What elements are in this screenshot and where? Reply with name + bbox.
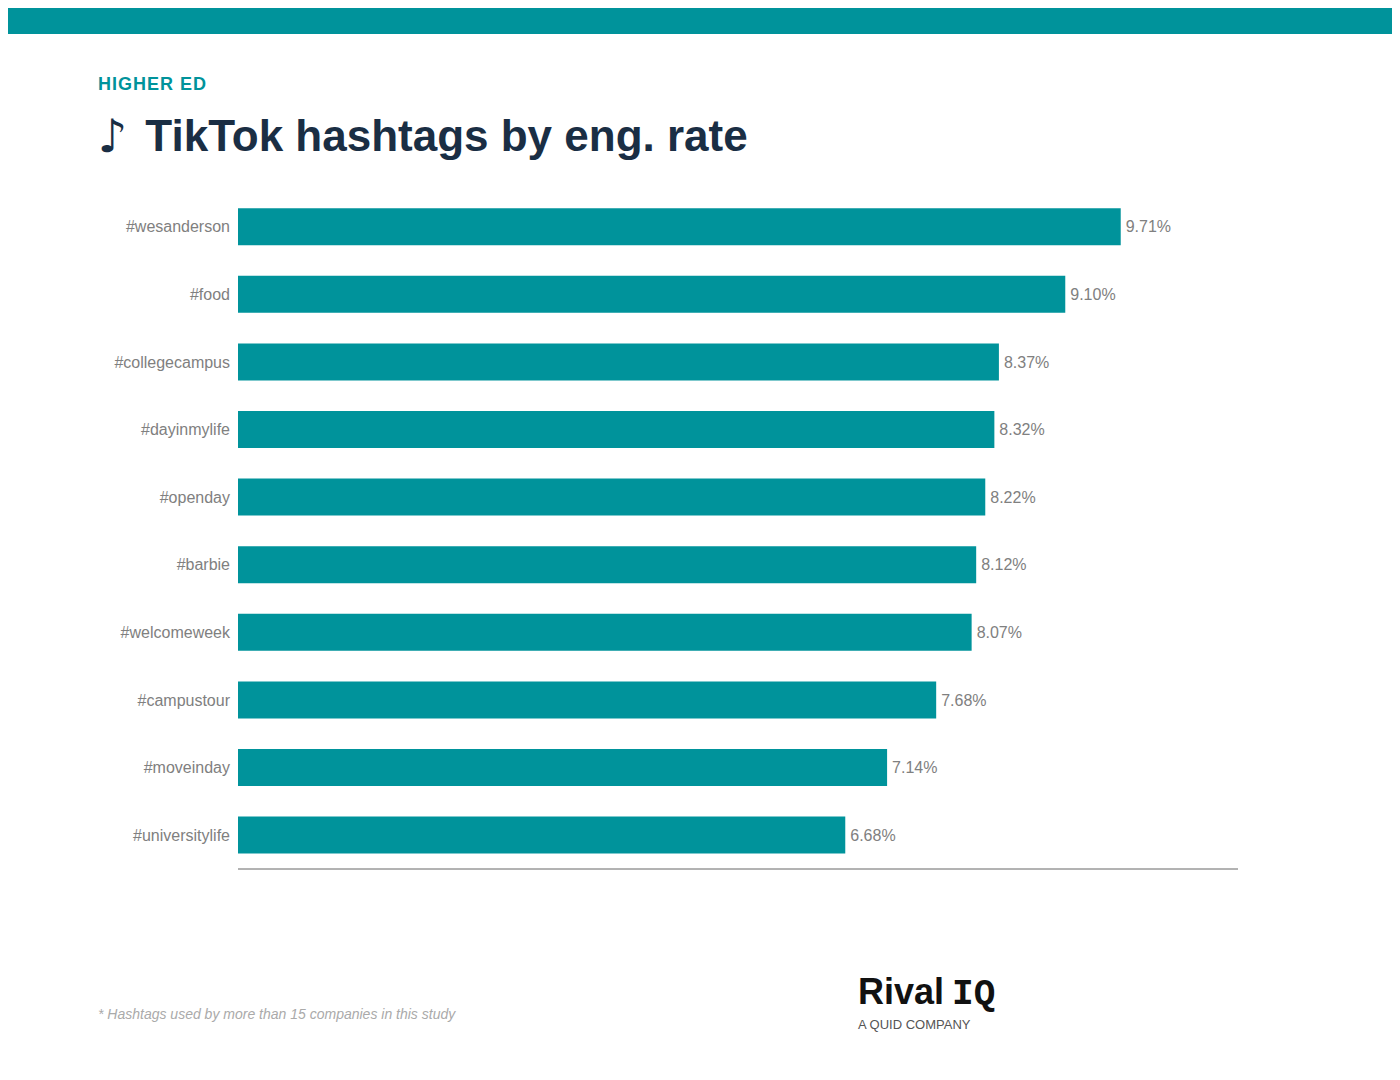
svg-text:#wesanderson: #wesanderson <box>126 218 230 235</box>
svg-text:8.12%: 8.12% <box>981 556 1026 573</box>
svg-text:#campustour: #campustour <box>138 692 231 709</box>
svg-text:6.68%: 6.68% <box>850 827 895 844</box>
svg-text:9.10%: 9.10% <box>1070 286 1115 303</box>
svg-text:#collegecampus: #collegecampus <box>114 354 230 371</box>
svg-text:#universitylife: #universitylife <box>133 827 230 844</box>
html-text:* Hashtags used by more than 1: * Hashtags used by more than 15 companie… <box>98 1006 456 1022</box>
svg-text:9.71%: 9.71% <box>1126 218 1171 235</box>
svg-text:#welcomeweek: #welcomeweek <box>121 624 231 641</box>
svg-text:8.32%: 8.32% <box>999 421 1044 438</box>
svg-text:#moveinday: #moveinday <box>144 759 230 776</box>
svg-text:8.22%: 8.22% <box>990 489 1035 506</box>
html-text:HIGHER ED: HIGHER ED <box>98 74 207 94</box>
svg-text:#barbie: #barbie <box>177 556 230 573</box>
svg-text:7.68%: 7.68% <box>941 692 986 709</box>
html-text:A QUID COMPANY: A QUID COMPANY <box>858 1017 971 1032</box>
svg-text:7.14%: 7.14% <box>892 759 937 776</box>
svg-text:#food: #food <box>190 286 230 303</box>
html-text:Rival IQ: Rival IQ <box>858 971 996 1015</box>
svg-text:#dayinmylife: #dayinmylife <box>141 421 230 438</box>
svg-text:#openday: #openday <box>160 489 230 506</box>
html-text:♪ TikTok hashtags by eng. rate: ♪ TikTok hashtags by eng. rate <box>98 109 748 163</box>
svg-text:8.07%: 8.07% <box>977 624 1022 641</box>
svg-text:8.37%: 8.37% <box>1004 354 1049 371</box>
